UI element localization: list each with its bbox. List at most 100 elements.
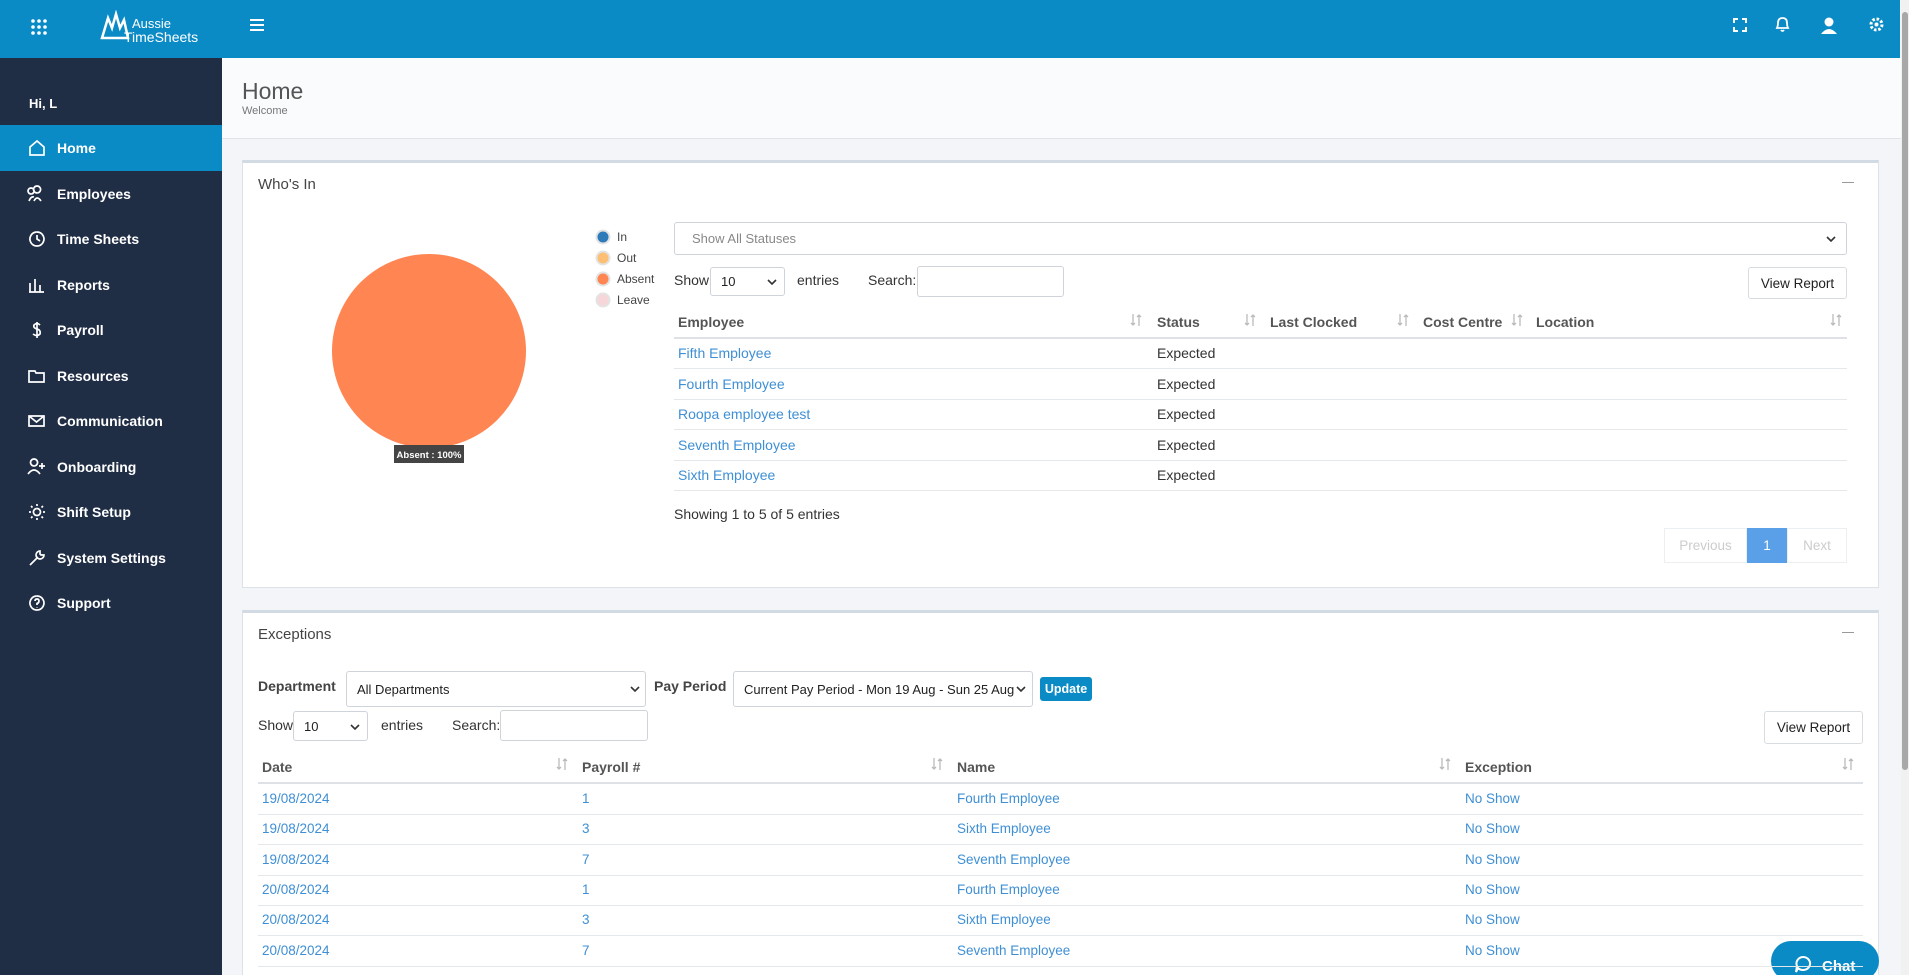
collapse-button[interactable] — [1842, 182, 1854, 183]
column-header[interactable]: Name — [957, 759, 996, 775]
status-cell: Expected — [1157, 406, 1216, 422]
payroll-link[interactable]: 7 — [582, 942, 590, 958]
legend-label[interactable]: Out — [617, 251, 637, 265]
active-item[interactable] — [0, 125, 222, 171]
header-divider — [674, 337, 1847, 339]
menu-item[interactable]: Resources — [57, 367, 129, 384]
column-header[interactable]: Cost Centre — [1423, 314, 1503, 330]
exception-link[interactable]: No Show — [1465, 881, 1520, 897]
date-link[interactable]: 19/08/2024 — [262, 851, 330, 867]
column-header[interactable]: Last Clocked — [1270, 314, 1358, 330]
sort-icon[interactable] — [1130, 313, 1142, 327]
settings-icon[interactable] — [1868, 16, 1885, 33]
column-header[interactable]: Status — [1157, 314, 1200, 330]
sort-icon[interactable] — [1244, 313, 1256, 327]
exception-link[interactable]: No Show — [1465, 942, 1520, 958]
pay-period-select[interactable]: Current Pay Period - Mon 19 Aug - Sun 25… — [733, 671, 1033, 707]
employee-link[interactable]: Roopa employee test — [678, 406, 811, 422]
payroll-link[interactable]: 7 — [582, 851, 590, 867]
employee-link[interactable]: Fourth Employee — [678, 375, 785, 392]
employee-link[interactable]: Seventh Employee — [678, 436, 796, 453]
legend-label[interactable]: In — [617, 230, 628, 244]
apps-icon[interactable] — [30, 18, 48, 36]
legend-swatch[interactable] — [595, 271, 611, 287]
legend-label[interactable]: Absent — [617, 272, 655, 286]
dropdown-caret — [630, 686, 640, 692]
payroll-link[interactable]: 3 — [582, 821, 590, 837]
view-report-button[interactable]: View Report — [1748, 267, 1847, 299]
notifications-icon[interactable] — [1775, 16, 1790, 33]
menu-item[interactable]: Support — [57, 595, 111, 611]
collapse-button[interactable] — [1842, 632, 1854, 633]
scrollbar-thumb[interactable] — [1902, 12, 1908, 770]
status-filter-value[interactable]: Show All Statuses — [692, 231, 797, 246]
name-link[interactable]: Fourth Employee — [957, 791, 1060, 806]
sort-icon[interactable] — [1397, 313, 1409, 327]
menu-item[interactable]: System Settings — [57, 549, 166, 566]
chat-button[interactable] — [1771, 941, 1879, 975]
page-size-select[interactable]: 10 — [293, 711, 368, 741]
legend-swatch[interactable] — [595, 250, 611, 266]
name-link[interactable]: Fourth Employee — [957, 881, 1060, 897]
department-select[interactable]: All Departments — [346, 671, 646, 707]
menu-item[interactable]: Home — [57, 140, 96, 156]
name-link[interactable]: Seventh Employee — [957, 851, 1071, 867]
menu-item[interactable]: Time Sheets — [57, 231, 140, 247]
payroll-link[interactable]: 3 — [582, 912, 590, 928]
name-link[interactable]: Seventh Employee — [957, 942, 1071, 958]
exception-link[interactable]: No Show — [1465, 912, 1520, 928]
page-size-select[interactable]: 10 — [710, 267, 785, 296]
column-header[interactable]: Location — [1536, 314, 1595, 330]
chat-label[interactable]: Chat — [1822, 958, 1856, 975]
pagination-button[interactable]: Next — [1787, 528, 1847, 563]
menu-item[interactable]: Shift Setup — [57, 504, 131, 520]
sort-icon[interactable] — [1842, 757, 1854, 771]
date-link[interactable]: 20/08/2024 — [262, 912, 330, 928]
update-button[interactable]: Update — [1040, 677, 1092, 701]
view-report-button[interactable]: View Report — [1764, 711, 1863, 744]
exception-link[interactable]: No Show — [1465, 821, 1520, 837]
search-input[interactable] — [500, 710, 648, 741]
date-link[interactable]: 20/08/2024 — [262, 881, 330, 897]
logo-mark — [100, 10, 130, 40]
menu-toggle[interactable] — [250, 19, 264, 31]
pagination-button[interactable]: 1 — [1747, 528, 1787, 563]
menu-item[interactable]: Communication — [57, 413, 163, 429]
menu-item[interactable]: Onboarding — [57, 458, 137, 475]
date-link[interactable]: 19/08/2024 — [262, 791, 330, 806]
status-filter[interactable] — [674, 222, 1847, 255]
name-link[interactable]: Sixth Employee — [957, 821, 1051, 837]
date-link[interactable]: 19/08/2024 — [262, 821, 330, 837]
sort-icon[interactable] — [931, 757, 943, 771]
menu-item[interactable]: Employees — [57, 185, 131, 202]
profile-icon[interactable] — [1820, 16, 1838, 34]
row-divider — [258, 844, 1863, 846]
sort-icon[interactable] — [556, 757, 568, 771]
sort-icon[interactable] — [1830, 313, 1842, 327]
column-header[interactable]: Payroll # — [582, 759, 641, 775]
fullscreen-icon[interactable] — [1733, 18, 1747, 32]
payroll-link[interactable]: 1 — [582, 881, 590, 897]
payroll-link[interactable]: 1 — [582, 791, 590, 806]
column-header[interactable]: Date — [262, 759, 293, 775]
column-header[interactable]: Employee — [678, 314, 745, 330]
menu-item[interactable]: Reports — [57, 276, 110, 293]
search-input[interactable] — [917, 266, 1064, 297]
sort-icon[interactable] — [1439, 757, 1451, 771]
employee-link[interactable]: Fifth Employee — [678, 345, 772, 361]
legend-swatch[interactable] — [595, 292, 611, 308]
row-divider — [258, 814, 1863, 815]
name-link[interactable]: Sixth Employee — [957, 912, 1051, 928]
legend-swatch[interactable] — [595, 229, 611, 245]
column-header[interactable]: Exception — [1465, 759, 1532, 775]
sort-icon[interactable] — [1511, 313, 1523, 327]
menu-item[interactable]: Payroll — [57, 322, 104, 338]
exception-link[interactable]: No Show — [1465, 851, 1520, 867]
legend-label[interactable]: Leave — [617, 293, 650, 307]
employee-link[interactable]: Sixth Employee — [678, 467, 776, 483]
exception-link[interactable]: No Show — [1465, 791, 1520, 806]
date-link[interactable]: 20/08/2024 — [262, 942, 330, 958]
pagination-button[interactable]: Previous — [1664, 528, 1747, 563]
menu-icon — [29, 595, 45, 611]
